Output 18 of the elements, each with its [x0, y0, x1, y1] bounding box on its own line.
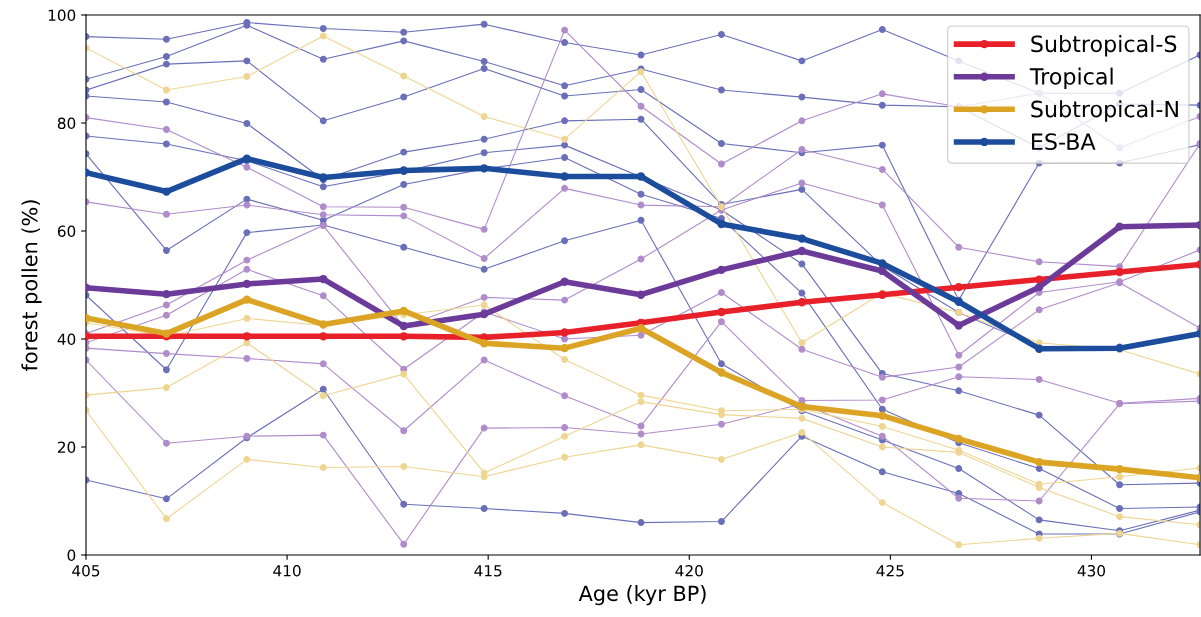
y-tick-label: 40: [57, 333, 76, 346]
x-tick-label: 420: [675, 564, 703, 577]
y-tick-label: 0: [67, 549, 76, 562]
legend-label: ES-BA: [1032, 133, 1096, 151]
x-tick-label: 410: [273, 564, 301, 577]
x-tick-label: 405: [72, 564, 100, 577]
legend-label: Subtropical-N: [1031, 100, 1178, 122]
y-tick-label: 80: [57, 117, 76, 130]
x-axis-title: Age (kyr BP): [578, 585, 706, 606]
x-tick-label: 415: [474, 565, 502, 577]
y-tick-label: 100: [48, 9, 76, 22]
y-axis-title: forest pollen (%): [21, 200, 42, 371]
x-tick-label: 430: [1077, 564, 1106, 577]
x-tick-label: 425: [876, 564, 904, 577]
legend-label: Subtropical-S: [1031, 34, 1177, 57]
y-tick-label: 60: [57, 225, 76, 238]
y-tick-label: 20: [57, 441, 76, 454]
legend-label: Tropical: [1029, 67, 1113, 90]
